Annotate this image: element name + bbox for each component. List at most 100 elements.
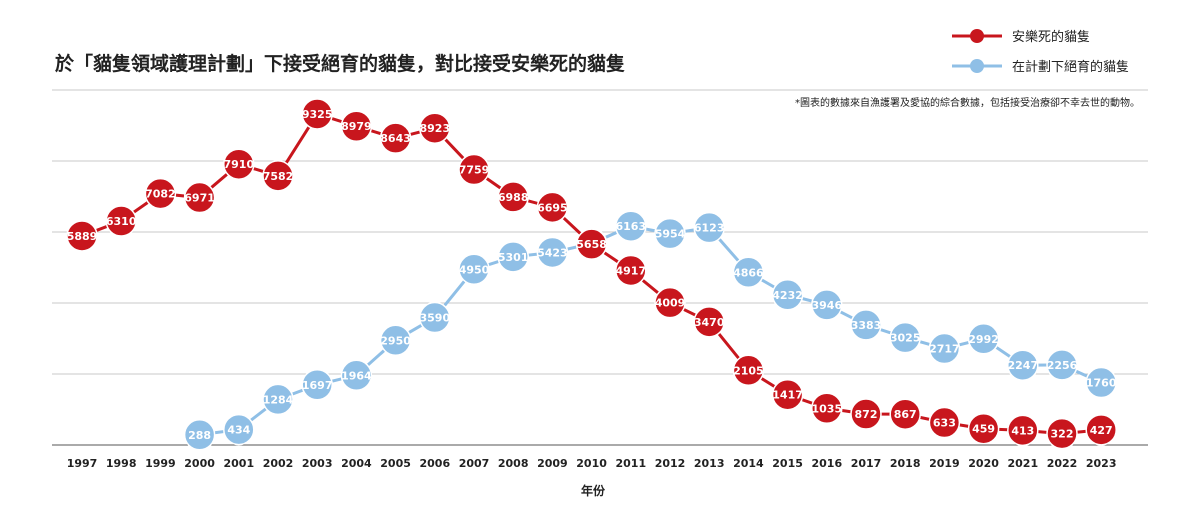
data-label: 4917: [615, 264, 646, 277]
data-label: 8643: [380, 132, 411, 145]
data-label: 2717: [929, 343, 960, 356]
series-sterilized: 288 434 1284 1697 1964 2950 3590 4950 5301 5423 56…: [183, 210, 1117, 451]
data-label: 1035: [811, 402, 842, 415]
x-tick-label: 2012: [655, 457, 686, 470]
x-tick-label: 1999: [145, 457, 176, 470]
x-tick-label: 2004: [341, 457, 372, 470]
data-point: [1046, 417, 1078, 450]
data-point: [66, 220, 98, 252]
data-label: 427: [1090, 424, 1113, 437]
data-point: [850, 398, 882, 430]
data-label: 7082: [145, 188, 176, 201]
data-label: 3383: [851, 319, 882, 332]
data-point: [301, 98, 333, 130]
data-label: 867: [894, 408, 917, 421]
data-point: [419, 112, 451, 144]
data-point: [536, 236, 569, 269]
x-tick-label: 2001: [223, 457, 254, 470]
x-tick-label: 2003: [302, 457, 333, 470]
data-point: [379, 122, 412, 154]
data-label: 6971: [184, 192, 215, 205]
x-tick-label: 2002: [263, 457, 294, 470]
data-label: 4866: [733, 266, 764, 279]
data-point: [379, 324, 412, 357]
data-label: 1760: [1086, 377, 1117, 390]
gridlines: [52, 89, 1148, 446]
data-label: 7910: [223, 158, 254, 171]
x-tick-label: 1998: [106, 457, 137, 470]
data-label: 8923: [419, 122, 450, 135]
data-point: [811, 392, 843, 425]
data-point: [967, 412, 1000, 445]
data-point: [497, 181, 529, 213]
x-axis-ticks: 1997 1998 1999 2000 2001 2002 2003 2004 2005 2006…: [67, 457, 1117, 470]
x-tick-label: 2005: [380, 457, 411, 470]
data-point: [615, 210, 647, 242]
data-label: 322: [1051, 428, 1074, 441]
data-label: 1284: [263, 393, 294, 406]
data-point: [1046, 349, 1078, 381]
data-label: 6123: [694, 222, 725, 235]
data-label: 3590: [419, 312, 450, 325]
data-label: 872: [855, 408, 878, 421]
x-tick-label: 2011: [615, 457, 646, 470]
data-label: 9325: [302, 108, 333, 121]
x-tick-label: 2021: [1007, 457, 1038, 470]
data-label: 4009: [655, 297, 686, 310]
series-group: 288 434 1284 1697 1964 2950 3590 4950 5301 5423 56…: [66, 98, 1117, 451]
x-axis-label: 年份: [581, 483, 606, 498]
x-tick-label: 2008: [498, 457, 529, 470]
data-label: 6988: [498, 191, 529, 204]
data-label: 633: [933, 417, 956, 430]
series-line: [199, 224, 1102, 437]
data-point: [144, 177, 177, 210]
data-point: [967, 323, 1000, 355]
data-point: [301, 369, 333, 401]
data-point: [223, 148, 255, 180]
data-label: 288: [188, 429, 211, 442]
data-point: [732, 354, 765, 387]
data-point: [419, 301, 451, 334]
data-label: 2256: [1047, 359, 1078, 372]
data-point: [340, 110, 373, 142]
data-point: [340, 359, 373, 392]
data-point: [183, 181, 216, 214]
x-tick-label: 2016: [811, 457, 842, 470]
data-label: 6310: [106, 215, 137, 228]
data-point: [458, 253, 490, 286]
data-label: 5658: [576, 238, 607, 251]
data-point: [732, 256, 765, 289]
data-point: [615, 254, 647, 287]
data-point: [771, 378, 804, 411]
data-label: 7759: [459, 164, 490, 177]
data-label: 2247: [1007, 359, 1038, 372]
x-tick-label: 2023: [1086, 457, 1117, 470]
chart-title: 於「貓隻領域護理計劃」下接受絕育的貓隻，對比接受安樂死的貓隻: [55, 52, 625, 75]
data-label: 3946: [811, 299, 842, 312]
data-label: 1417: [772, 389, 803, 402]
data-point: [536, 191, 569, 224]
x-tick-label: 2010: [576, 457, 607, 470]
data-point: [654, 286, 686, 319]
data-label: 2950: [380, 334, 411, 347]
data-label: 5889: [67, 230, 98, 243]
data-label: 1697: [302, 379, 333, 392]
x-tick-label: 2006: [419, 457, 450, 470]
data-point: [889, 398, 921, 430]
data-label: 6163: [615, 220, 646, 233]
data-point: [262, 160, 294, 192]
data-point: [262, 383, 294, 416]
data-point: [654, 217, 686, 250]
legend-marker: [970, 59, 984, 73]
x-tick-label: 2020: [968, 457, 999, 470]
data-label: 2992: [968, 333, 999, 346]
data-point: [811, 289, 843, 321]
data-point: [1007, 349, 1039, 381]
data-label: 6695: [537, 201, 568, 214]
legend-label: 在計劃下絕育的貓隻: [1012, 59, 1129, 75]
x-tick-label: 2000: [184, 457, 215, 470]
series-euthanized: 5889 6310 7082 6971 7910 7582 9325 8979 8643 8923…: [66, 98, 1117, 450]
x-tick-label: 2007: [459, 457, 490, 470]
legend-label: 安樂死的貓隻: [1012, 29, 1090, 45]
x-tick-label: 2018: [890, 457, 921, 470]
